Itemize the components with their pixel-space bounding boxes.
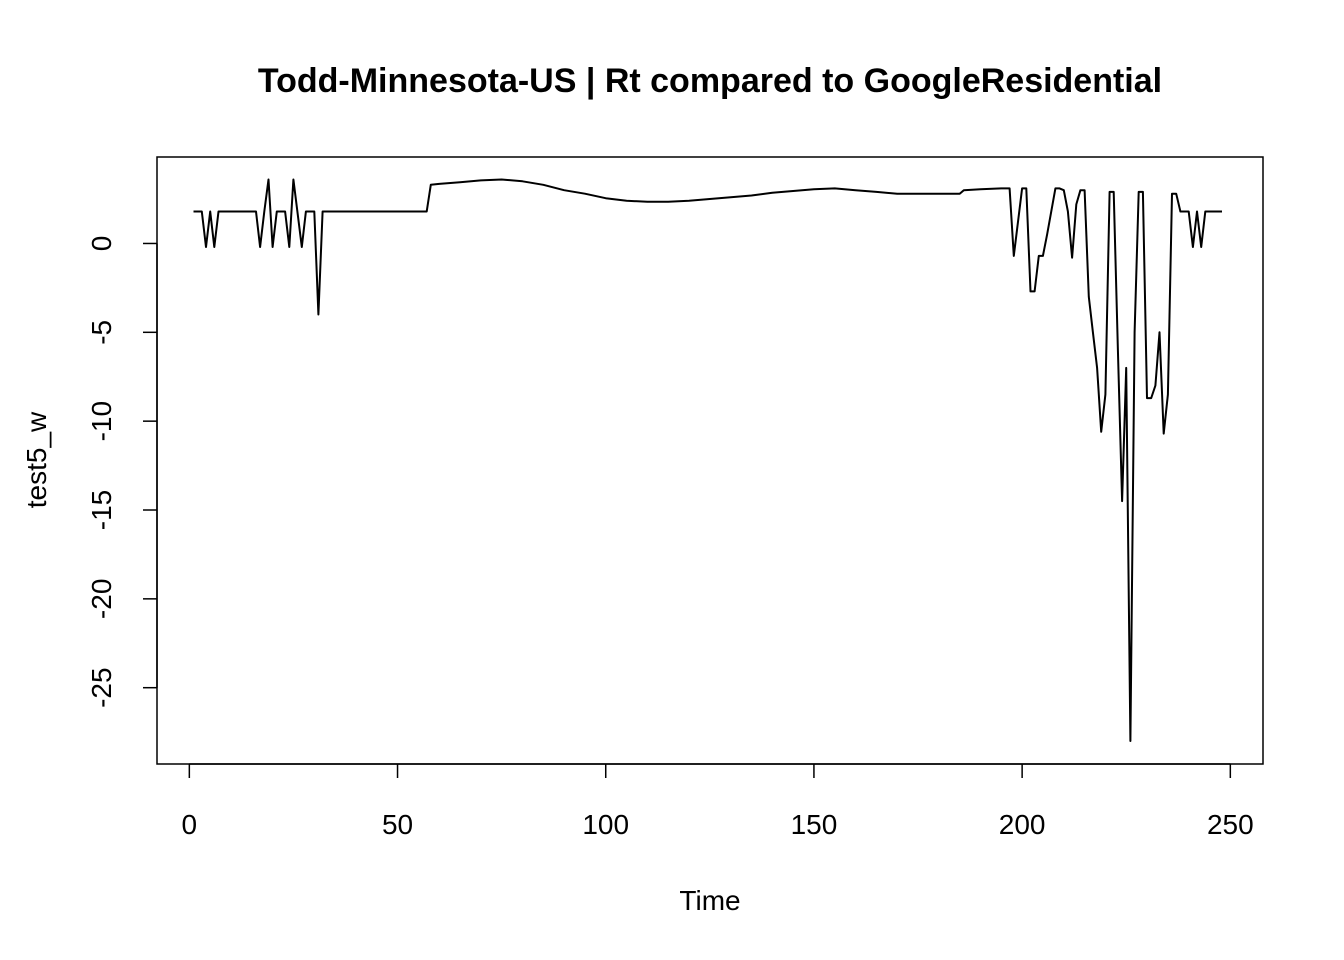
y-tick-label: -25 [86,667,117,707]
x-axis: 0 50 100 150 200 250 [182,763,1254,840]
y-tick-label: -15 [86,490,117,530]
y-axis-label: test5_w [21,411,52,508]
y-tick-label: -5 [86,320,117,345]
x-tick-label: 100 [582,809,629,840]
y-axis: 0 -5 -10 -15 -20 -25 [86,236,158,708]
x-tick-label: 250 [1207,809,1254,840]
y-tick-label: -20 [86,579,117,619]
chart-title: Todd-Minnesota-US | Rt compared to Googl… [258,62,1162,100]
x-tick-label: 150 [791,809,838,840]
y-tick-label: 0 [86,236,117,252]
x-tick-label: 0 [182,809,198,840]
x-tick-label: 200 [999,809,1046,840]
plot-area [193,178,1222,742]
x-tick-label: 50 [382,809,413,840]
y-tick-label: -10 [86,401,117,441]
x-axis-label: Time [679,885,740,916]
series-line-0 [193,178,1222,742]
